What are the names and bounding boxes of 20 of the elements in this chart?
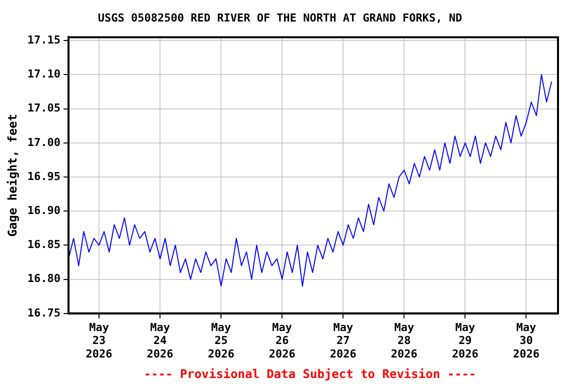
y-tick-label: 17.00 [27, 136, 61, 149]
x-tick-label: May 30 2026 [512, 320, 540, 360]
x-tick-label: May 28 2026 [390, 320, 418, 360]
y-tick-label: 16.85 [27, 238, 61, 252]
y-tick-label: 16.80 [27, 272, 61, 286]
y-tick-label: 17.10 [27, 68, 61, 81]
y-tick-label: 17.15 [27, 33, 61, 46]
y-axis-title: Gage height, feet [5, 114, 20, 237]
x-tick-label: May 25 2026 [208, 320, 235, 360]
y-tick-label: 16.75 [27, 306, 61, 320]
x-tick-label: May 23 2026 [86, 320, 113, 360]
chart-title: USGS 05082500 RED RIVER OF THE NORTH AT GRAND FORKS, ND [98, 11, 462, 24]
x-tick-label: May 29 2026 [452, 320, 479, 360]
text: ---- Provisional Data Subject to Revision ---- [144, 367, 476, 382]
y-tick-label: 16.90 [27, 204, 61, 217]
x-tick-label: May 27 2026 [330, 320, 357, 360]
y-tick-label: 16.95 [27, 170, 61, 183]
y-tick-label: 17.05 [27, 102, 61, 115]
x-tick-label: May 24 2026 [146, 320, 174, 360]
x-tick-label: May 26 2026 [268, 320, 296, 360]
